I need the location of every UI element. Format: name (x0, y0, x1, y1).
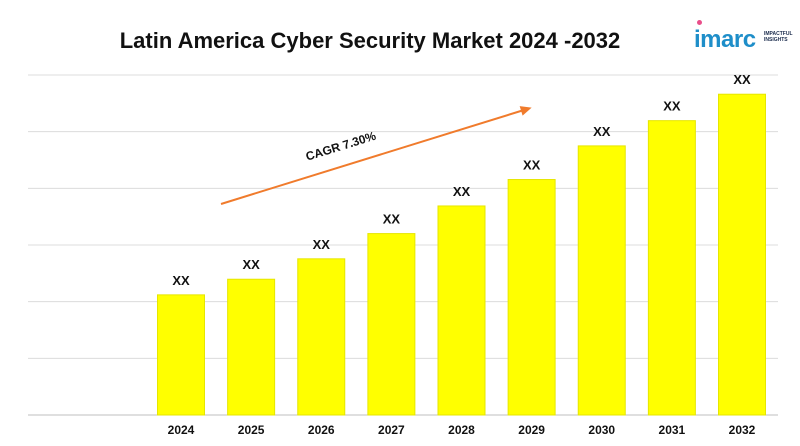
x-tick-2027: 2027 (378, 423, 405, 437)
chart-title: Latin America Cyber Security Market 2024… (119, 28, 621, 53)
bar-2025 (227, 278, 276, 416)
value-label-2025: XX (242, 257, 260, 272)
value-label-2029: XX (523, 158, 541, 173)
x-tick-2028: 2028 (448, 423, 475, 437)
cagr-arrow-head-icon (519, 106, 532, 116)
bar-2031 (647, 120, 696, 416)
value-labels: XX XX XX XX XX XX XX XX XX (172, 72, 751, 288)
logo-dot-icon (697, 20, 702, 25)
x-axis-tick-labels: 2024 2025 2026 2027 2028 2029 2030 2031 2032 (168, 423, 756, 437)
logo-brand-text: imarc (694, 26, 756, 53)
bar-2030 (577, 145, 626, 416)
bar-2024 (157, 294, 205, 416)
bar-2028 (437, 205, 486, 416)
logo-tagline: IMPACTFUL INSIGHTS (764, 31, 793, 43)
x-tick-2026: 2026 (308, 423, 335, 437)
value-label-2031: XX (663, 99, 681, 114)
cagr-annotation: CAGR 7.30% (220, 106, 532, 205)
bar-2027 (367, 233, 416, 416)
value-label-2024: XX (172, 273, 190, 288)
value-label-2028: XX (453, 184, 471, 199)
value-label-2026: XX (313, 237, 331, 252)
bar-2026 (297, 258, 346, 416)
x-tick-2029: 2029 (518, 423, 545, 437)
bar-2029 (507, 179, 556, 416)
bar-2032 (718, 93, 766, 416)
x-tick-2031: 2031 (659, 423, 686, 437)
imarc-logo: imarc IMPACTFUL INSIGHTS (694, 20, 794, 56)
x-tick-2032: 2032 (729, 423, 756, 437)
value-label-2027: XX (383, 212, 401, 227)
cagr-arrow-line (220, 109, 525, 205)
x-tick-2024: 2024 (168, 423, 195, 437)
value-label-2030: XX (593, 124, 611, 139)
bars (157, 93, 766, 416)
x-tick-2030: 2030 (588, 423, 615, 437)
value-label-2032: XX (733, 72, 751, 87)
x-tick-2025: 2025 (238, 423, 265, 437)
